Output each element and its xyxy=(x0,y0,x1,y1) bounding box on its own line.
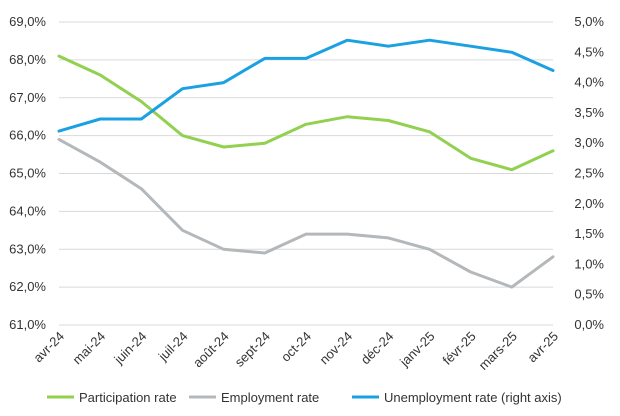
left-axis-tick-label: 67,0% xyxy=(9,90,46,105)
left-axis-tick-label: 62,0% xyxy=(9,279,46,294)
right-axis-tick-label: 5,0% xyxy=(574,14,604,29)
x-axis-tick-label: juin-24 xyxy=(111,329,150,368)
left-axis-tick-label: 66,0% xyxy=(9,128,46,143)
legend-label: Unemployment rate (right axis) xyxy=(384,390,562,405)
x-axis-tick-label: juil-24 xyxy=(155,329,191,365)
left-axis-tick-label: 69,0% xyxy=(9,14,46,29)
x-axis-tick-label: avr-24 xyxy=(30,329,67,366)
x-axis-tick-label: août-24 xyxy=(190,329,232,371)
right-axis-tick-label: 2,5% xyxy=(574,166,604,181)
x-axis-tick-label: mai-24 xyxy=(70,329,109,368)
left-axis: 61,0% 62,0% 63,0% 64,0% 65,0% 66,0% 67,0% 68,0%… xyxy=(9,14,46,332)
x-axis: avr-24 mai-24 juin-24 juil-24 août-24 sept-24… xyxy=(30,329,561,373)
right-axis-tick-label: 3,5% xyxy=(574,105,604,120)
series-line-unemployment-rate-right-axis xyxy=(57,38,555,133)
right-axis-tick-label: 0,5% xyxy=(574,287,604,302)
x-axis-tick-label: avr-25 xyxy=(524,329,561,366)
left-axis-tick-label: 61,0% xyxy=(9,317,46,332)
right-axis-tick-label: 4,5% xyxy=(574,44,604,59)
left-axis-tick-label: 63,0% xyxy=(9,241,46,256)
left-axis-tick-label: 64,0% xyxy=(9,203,46,218)
grid xyxy=(59,21,553,326)
x-axis-tick-label: févr-25 xyxy=(440,329,479,368)
legend: Participation rate Employment rate Unemplo… xyxy=(47,390,562,405)
series-line-employment-rate xyxy=(57,137,555,289)
left-axis-tick-label: 68,0% xyxy=(9,52,46,67)
right-axis-tick-label: 0,0% xyxy=(574,317,604,332)
right-axis-tick-label: 1,0% xyxy=(574,256,604,271)
x-axis-tick-label: déc-24 xyxy=(358,329,397,368)
x-axis-tick-label: nov-24 xyxy=(317,329,356,368)
x-axis-tick-label: janv-25 xyxy=(396,329,437,370)
right-axis-tick-label: 2,0% xyxy=(574,196,604,211)
x-axis-tick-label: oct-24 xyxy=(278,329,314,365)
x-axis-tick-label: sept-24 xyxy=(232,329,273,370)
x-axis-tick-label: mars-25 xyxy=(476,329,520,373)
right-axis-tick-label: 3,0% xyxy=(574,135,604,150)
right-axis-tick-label: 4,0% xyxy=(574,75,604,90)
right-axis: 0,0% 0,5% 1,0% 1,5% 2,0% 2,5% 3,0% 3,5% 4,0% 4,5%… xyxy=(574,14,604,332)
right-axis-tick-label: 1,5% xyxy=(574,226,604,241)
legend-label: Participation rate xyxy=(79,390,177,405)
series-group xyxy=(57,38,555,289)
series-line-participation-rate xyxy=(57,54,555,172)
legend-label: Employment rate xyxy=(221,390,319,405)
left-axis-tick-label: 65,0% xyxy=(9,166,46,181)
